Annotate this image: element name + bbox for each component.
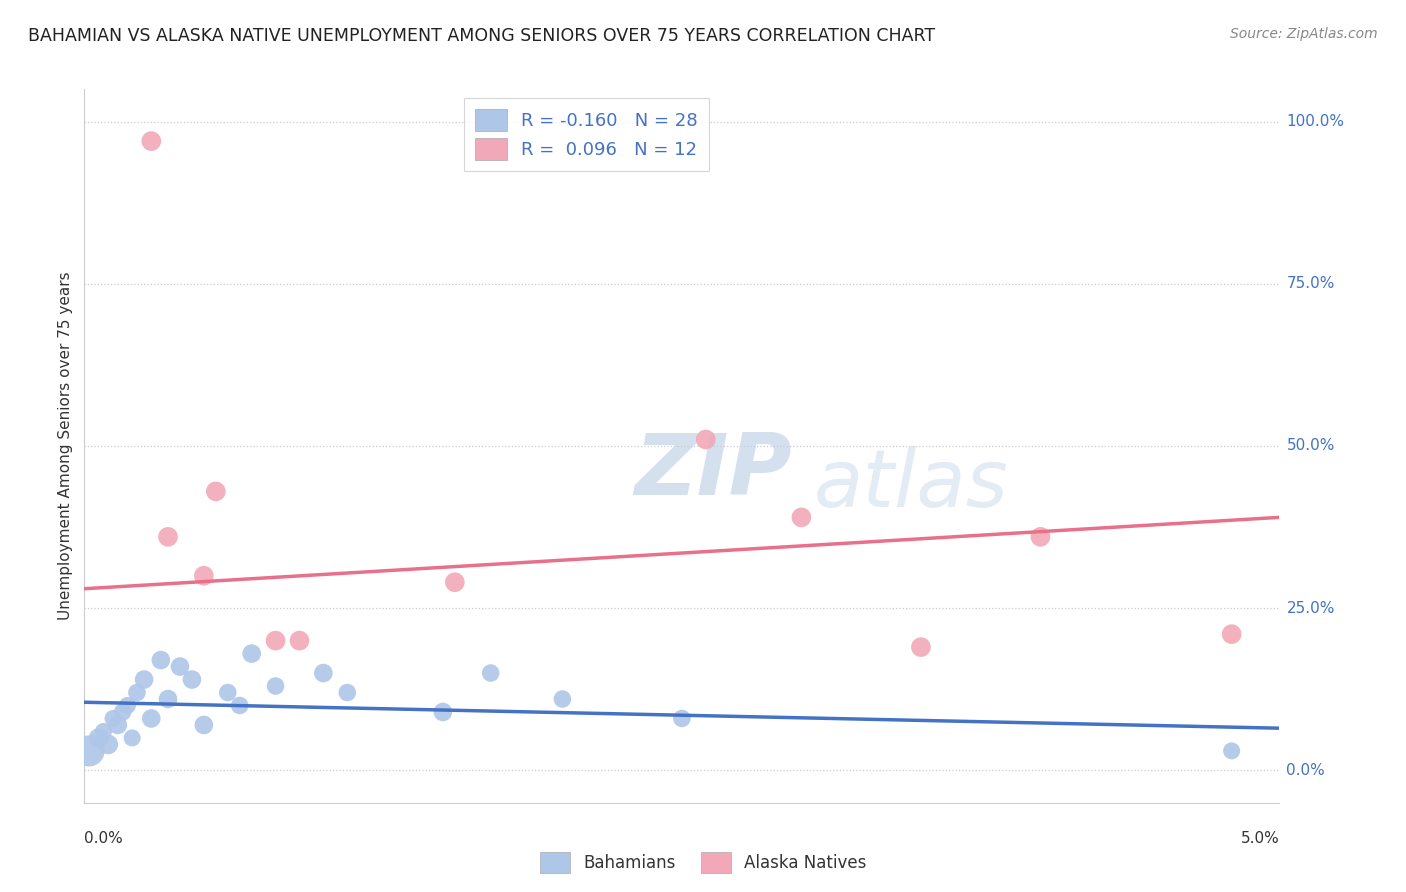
Point [149, 653, 172, 667]
Point [205, 484, 228, 499]
Point [551, 692, 574, 706]
Point [180, 673, 202, 687]
Text: 25.0%: 25.0% [1286, 600, 1334, 615]
Text: ZIP: ZIP [634, 431, 792, 514]
Point [93, 724, 115, 739]
Point [107, 718, 129, 732]
Point [193, 718, 215, 732]
Text: atlas: atlas [813, 446, 1008, 524]
Point [141, 134, 163, 148]
Text: BAHAMIAN VS ALASKA NATIVE UNEMPLOYMENT AMONG SENIORS OVER 75 YEARS CORRELATION C: BAHAMIAN VS ALASKA NATIVE UNEMPLOYMENT A… [28, 27, 935, 45]
Point [193, 568, 215, 582]
Legend: Bahamians, Alaska Natives: Bahamians, Alaska Natives [533, 846, 873, 880]
Y-axis label: Unemployment Among Seniors over 75 years: Unemployment Among Seniors over 75 years [58, 272, 73, 620]
Point [228, 698, 252, 713]
Point [77, 744, 100, 758]
Text: 50.0%: 50.0% [1286, 439, 1334, 453]
Text: 5.0%: 5.0% [1240, 830, 1279, 846]
Point [671, 711, 693, 725]
Point [1220, 744, 1243, 758]
Point [264, 679, 287, 693]
Text: 0.0%: 0.0% [84, 830, 124, 846]
Point [312, 666, 335, 681]
Point [217, 685, 239, 699]
Point [264, 633, 287, 648]
Point [141, 711, 163, 725]
Point [87, 731, 110, 745]
Text: 100.0%: 100.0% [1286, 114, 1344, 129]
Point [111, 705, 134, 719]
Point [1029, 530, 1052, 544]
Text: 0.0%: 0.0% [1286, 763, 1324, 778]
Point [1220, 627, 1243, 641]
Point [157, 692, 180, 706]
Point [444, 575, 467, 590]
Point [101, 711, 124, 725]
Point [432, 705, 454, 719]
Point [336, 685, 359, 699]
Point [125, 685, 148, 699]
Point [97, 738, 120, 752]
Text: Source: ZipAtlas.com: Source: ZipAtlas.com [1230, 27, 1378, 41]
Point [121, 731, 143, 745]
Text: 75.0%: 75.0% [1286, 277, 1334, 292]
Point [240, 647, 263, 661]
Legend: R = -0.160   N = 28, R =  0.096   N = 12: R = -0.160 N = 28, R = 0.096 N = 12 [464, 98, 709, 171]
Point [479, 666, 502, 681]
Point [157, 530, 180, 544]
Point [695, 433, 717, 447]
Point [132, 673, 156, 687]
Point [117, 698, 139, 713]
Point [790, 510, 813, 524]
Point [169, 659, 191, 673]
Point [288, 633, 311, 648]
Point [910, 640, 932, 654]
